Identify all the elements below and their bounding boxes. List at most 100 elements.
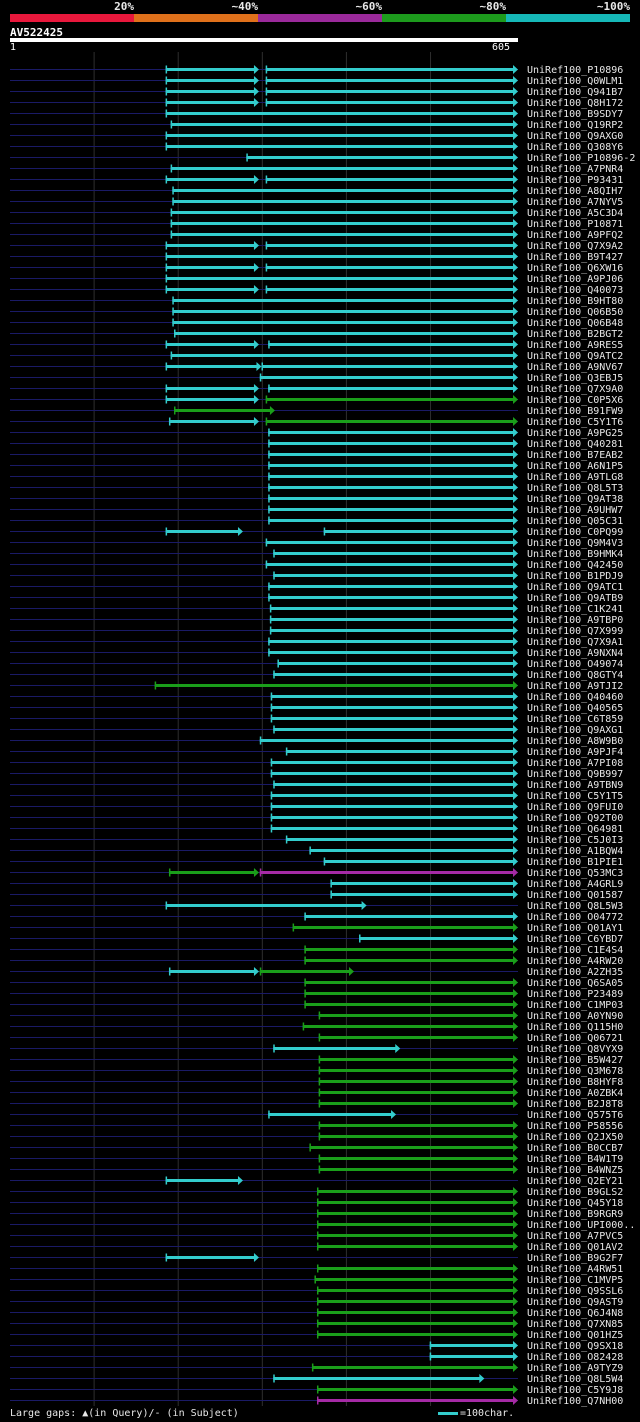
hit-label[interactable]: UniRef100_Q40565 <box>527 703 623 714</box>
hit-row[interactable]: UniRef100_Q6SA05 <box>10 978 623 989</box>
alignment-segment[interactable] <box>285 838 514 841</box>
hit-row[interactable]: UniRef100_A4RW20 <box>10 956 623 967</box>
hit-label[interactable]: UniRef100_C0P5X6 <box>527 395 623 406</box>
hit-label[interactable]: UniRef100_A7PI08 <box>527 758 623 769</box>
hit-row[interactable]: UniRef100_B9HMK4 <box>10 549 623 560</box>
hit-row[interactable]: UniRef100_A9TYZ9 <box>10 1363 623 1374</box>
alignment-segment[interactable] <box>316 1311 514 1314</box>
hit-label[interactable]: UniRef100_P23489 <box>527 989 623 1000</box>
hit-row[interactable]: UniRef100_Q115H0 <box>10 1022 623 1033</box>
hit-label[interactable]: UniRef100_O82428 <box>527 1352 623 1363</box>
hit-row[interactable]: UniRef100_P23489 <box>10 989 623 1000</box>
hit-label[interactable]: UniRef100_Q01AY1 <box>527 923 623 934</box>
hit-row[interactable]: UniRef100_B9GLS2 <box>10 1187 623 1198</box>
alignment-segment[interactable] <box>170 167 514 170</box>
alignment-segment[interactable] <box>265 288 514 291</box>
hit-label[interactable]: UniRef100_Q9ATC1 <box>527 582 623 593</box>
hit-row[interactable]: UniRef100_A5C3D4 <box>10 208 623 219</box>
hit-label[interactable]: UniRef100_Q6SA05 <box>527 978 623 989</box>
alignment-segment[interactable] <box>304 981 514 984</box>
hit-row[interactable]: UniRef100_Q8L5T3 <box>10 483 623 494</box>
alignment-segment[interactable] <box>270 717 514 720</box>
alignment-segment[interactable] <box>265 178 514 181</box>
hit-label[interactable]: UniRef100_Q01AV2 <box>527 1242 623 1253</box>
hit-row[interactable]: UniRef100_A9TBN9 <box>10 780 623 791</box>
hit-label[interactable]: UniRef100_Q01587 <box>527 890 623 901</box>
hit-label[interactable]: UniRef100_Q64981 <box>527 824 623 835</box>
hit-row[interactable]: UniRef100_C6T859 <box>10 714 623 725</box>
hit-row[interactable]: UniRef100_Q2EY21 <box>10 1176 623 1187</box>
hit-row[interactable]: UniRef100_A9PJF4 <box>10 747 623 758</box>
alignment-segment[interactable] <box>165 365 258 368</box>
hit-row[interactable]: UniRef100_C5Y1T5 <box>10 791 623 802</box>
hit-row[interactable]: UniRef100_A1BQW4 <box>10 846 623 857</box>
hit-row[interactable]: UniRef100_A4GRL9 <box>10 879 623 890</box>
alignment-segment[interactable] <box>174 332 514 335</box>
hit-label[interactable]: UniRef100_A4RW20 <box>527 956 623 967</box>
hit-label[interactable]: UniRef100_C1MVP5 <box>527 1275 623 1286</box>
hit-row[interactable]: UniRef100_A9TBP0 <box>10 615 623 626</box>
alignment-segment[interactable] <box>316 1245 514 1248</box>
hit-label[interactable]: UniRef100_B9HMK4 <box>527 549 623 560</box>
hit-label[interactable]: UniRef100_Q2EY21 <box>527 1176 623 1187</box>
hit-row[interactable]: UniRef100_A9TJI2 <box>10 681 623 692</box>
alignment-segment[interactable] <box>268 519 514 522</box>
hit-label[interactable]: UniRef100_C6YBD7 <box>527 934 623 945</box>
alignment-segment[interactable] <box>316 1234 514 1237</box>
alignment-segment[interactable] <box>265 244 514 247</box>
hit-row[interactable]: UniRef100_B0CCB7 <box>10 1143 623 1154</box>
alignment-segment[interactable] <box>304 915 514 918</box>
alignment-segment[interactable] <box>165 387 255 390</box>
hit-label[interactable]: UniRef100_Q9ATC2 <box>527 351 623 362</box>
alignment-segment[interactable] <box>268 431 514 434</box>
hit-label[interactable]: UniRef100_Q8L5W4 <box>527 1374 623 1385</box>
hit-label[interactable]: UniRef100_Q9ATB9 <box>527 593 623 604</box>
hit-label[interactable]: UniRef100_A5C3D4 <box>527 208 623 219</box>
hit-label[interactable]: UniRef100_B9G2F7 <box>527 1253 623 1264</box>
hit-row[interactable]: UniRef100_Q01HZ5 <box>10 1330 623 1341</box>
hit-row[interactable]: UniRef100_C1E4S4 <box>10 945 623 956</box>
hit-label[interactable]: UniRef100_Q05C31 <box>527 516 623 527</box>
hit-row[interactable]: UniRef100_B4WNZ5 <box>10 1165 623 1176</box>
alignment-segment[interactable] <box>165 277 515 280</box>
alignment-segment[interactable] <box>318 1157 514 1160</box>
hit-row[interactable]: UniRef100_Q7X9A2 <box>10 241 623 252</box>
alignment-segment[interactable] <box>165 1179 239 1182</box>
hit-label[interactable]: UniRef100_A0YN90 <box>527 1011 623 1022</box>
hit-row[interactable]: UniRef100_A9UHW7 <box>10 505 623 516</box>
alignment-segment[interactable] <box>277 662 514 665</box>
alignment-segment[interactable] <box>270 772 514 775</box>
hit-row[interactable]: UniRef100_Q9B997 <box>10 769 623 780</box>
hit-row[interactable]: UniRef100_Q7XN85 <box>10 1319 623 1330</box>
alignment-segment[interactable] <box>165 266 255 269</box>
hit-row[interactable]: UniRef100_Q8VYX9 <box>10 1044 623 1055</box>
hit-label[interactable]: UniRef100_A9NV67 <box>527 362 623 373</box>
hit-row[interactable]: UniRef100_Q9SSL6 <box>10 1286 623 1297</box>
alignment-segment[interactable] <box>165 178 255 181</box>
hit-label[interactable]: UniRef100_Q7X9A2 <box>527 241 623 252</box>
hit-row[interactable]: UniRef100_P10896 <box>10 65 623 76</box>
hit-label[interactable]: UniRef100_Q7X999 <box>527 626 623 637</box>
alignment-segment[interactable] <box>165 255 515 258</box>
alignment-segment[interactable] <box>309 849 514 852</box>
alignment-segment[interactable] <box>268 442 514 445</box>
alignment-segment[interactable] <box>265 266 514 269</box>
hit-label[interactable]: UniRef100_Q9SSL6 <box>527 1286 623 1297</box>
alignment-segment[interactable] <box>268 486 514 489</box>
alignment-segment[interactable] <box>316 1300 514 1303</box>
hit-label[interactable]: UniRef100_A6N1P5 <box>527 461 623 472</box>
hit-label[interactable]: UniRef100_Q45Y18 <box>527 1198 623 1209</box>
hit-label[interactable]: UniRef100_Q7NH00 <box>527 1396 623 1407</box>
hit-label[interactable]: UniRef100_A8W9B0 <box>527 736 623 747</box>
hit-label[interactable]: UniRef100_Q3M678 <box>527 1066 623 1077</box>
hit-label[interactable]: UniRef100_Q19RP2 <box>527 120 623 131</box>
hit-row[interactable]: UniRef100_Q7X999 <box>10 626 623 637</box>
alignment-segment[interactable] <box>165 1256 255 1259</box>
hit-row[interactable]: UniRef100_Q9ATC2 <box>10 351 623 362</box>
hit-label[interactable]: UniRef100_A9RES5 <box>527 340 623 351</box>
hit-label[interactable]: UniRef100_Q308Y6 <box>527 142 623 153</box>
hit-row[interactable]: UniRef100_Q06721 <box>10 1033 623 1044</box>
hit-row[interactable]: UniRef100_Q8H172 <box>10 98 623 109</box>
hit-row[interactable]: UniRef100_B9T427 <box>10 252 623 263</box>
hit-label[interactable]: UniRef100_Q40460 <box>527 692 623 703</box>
